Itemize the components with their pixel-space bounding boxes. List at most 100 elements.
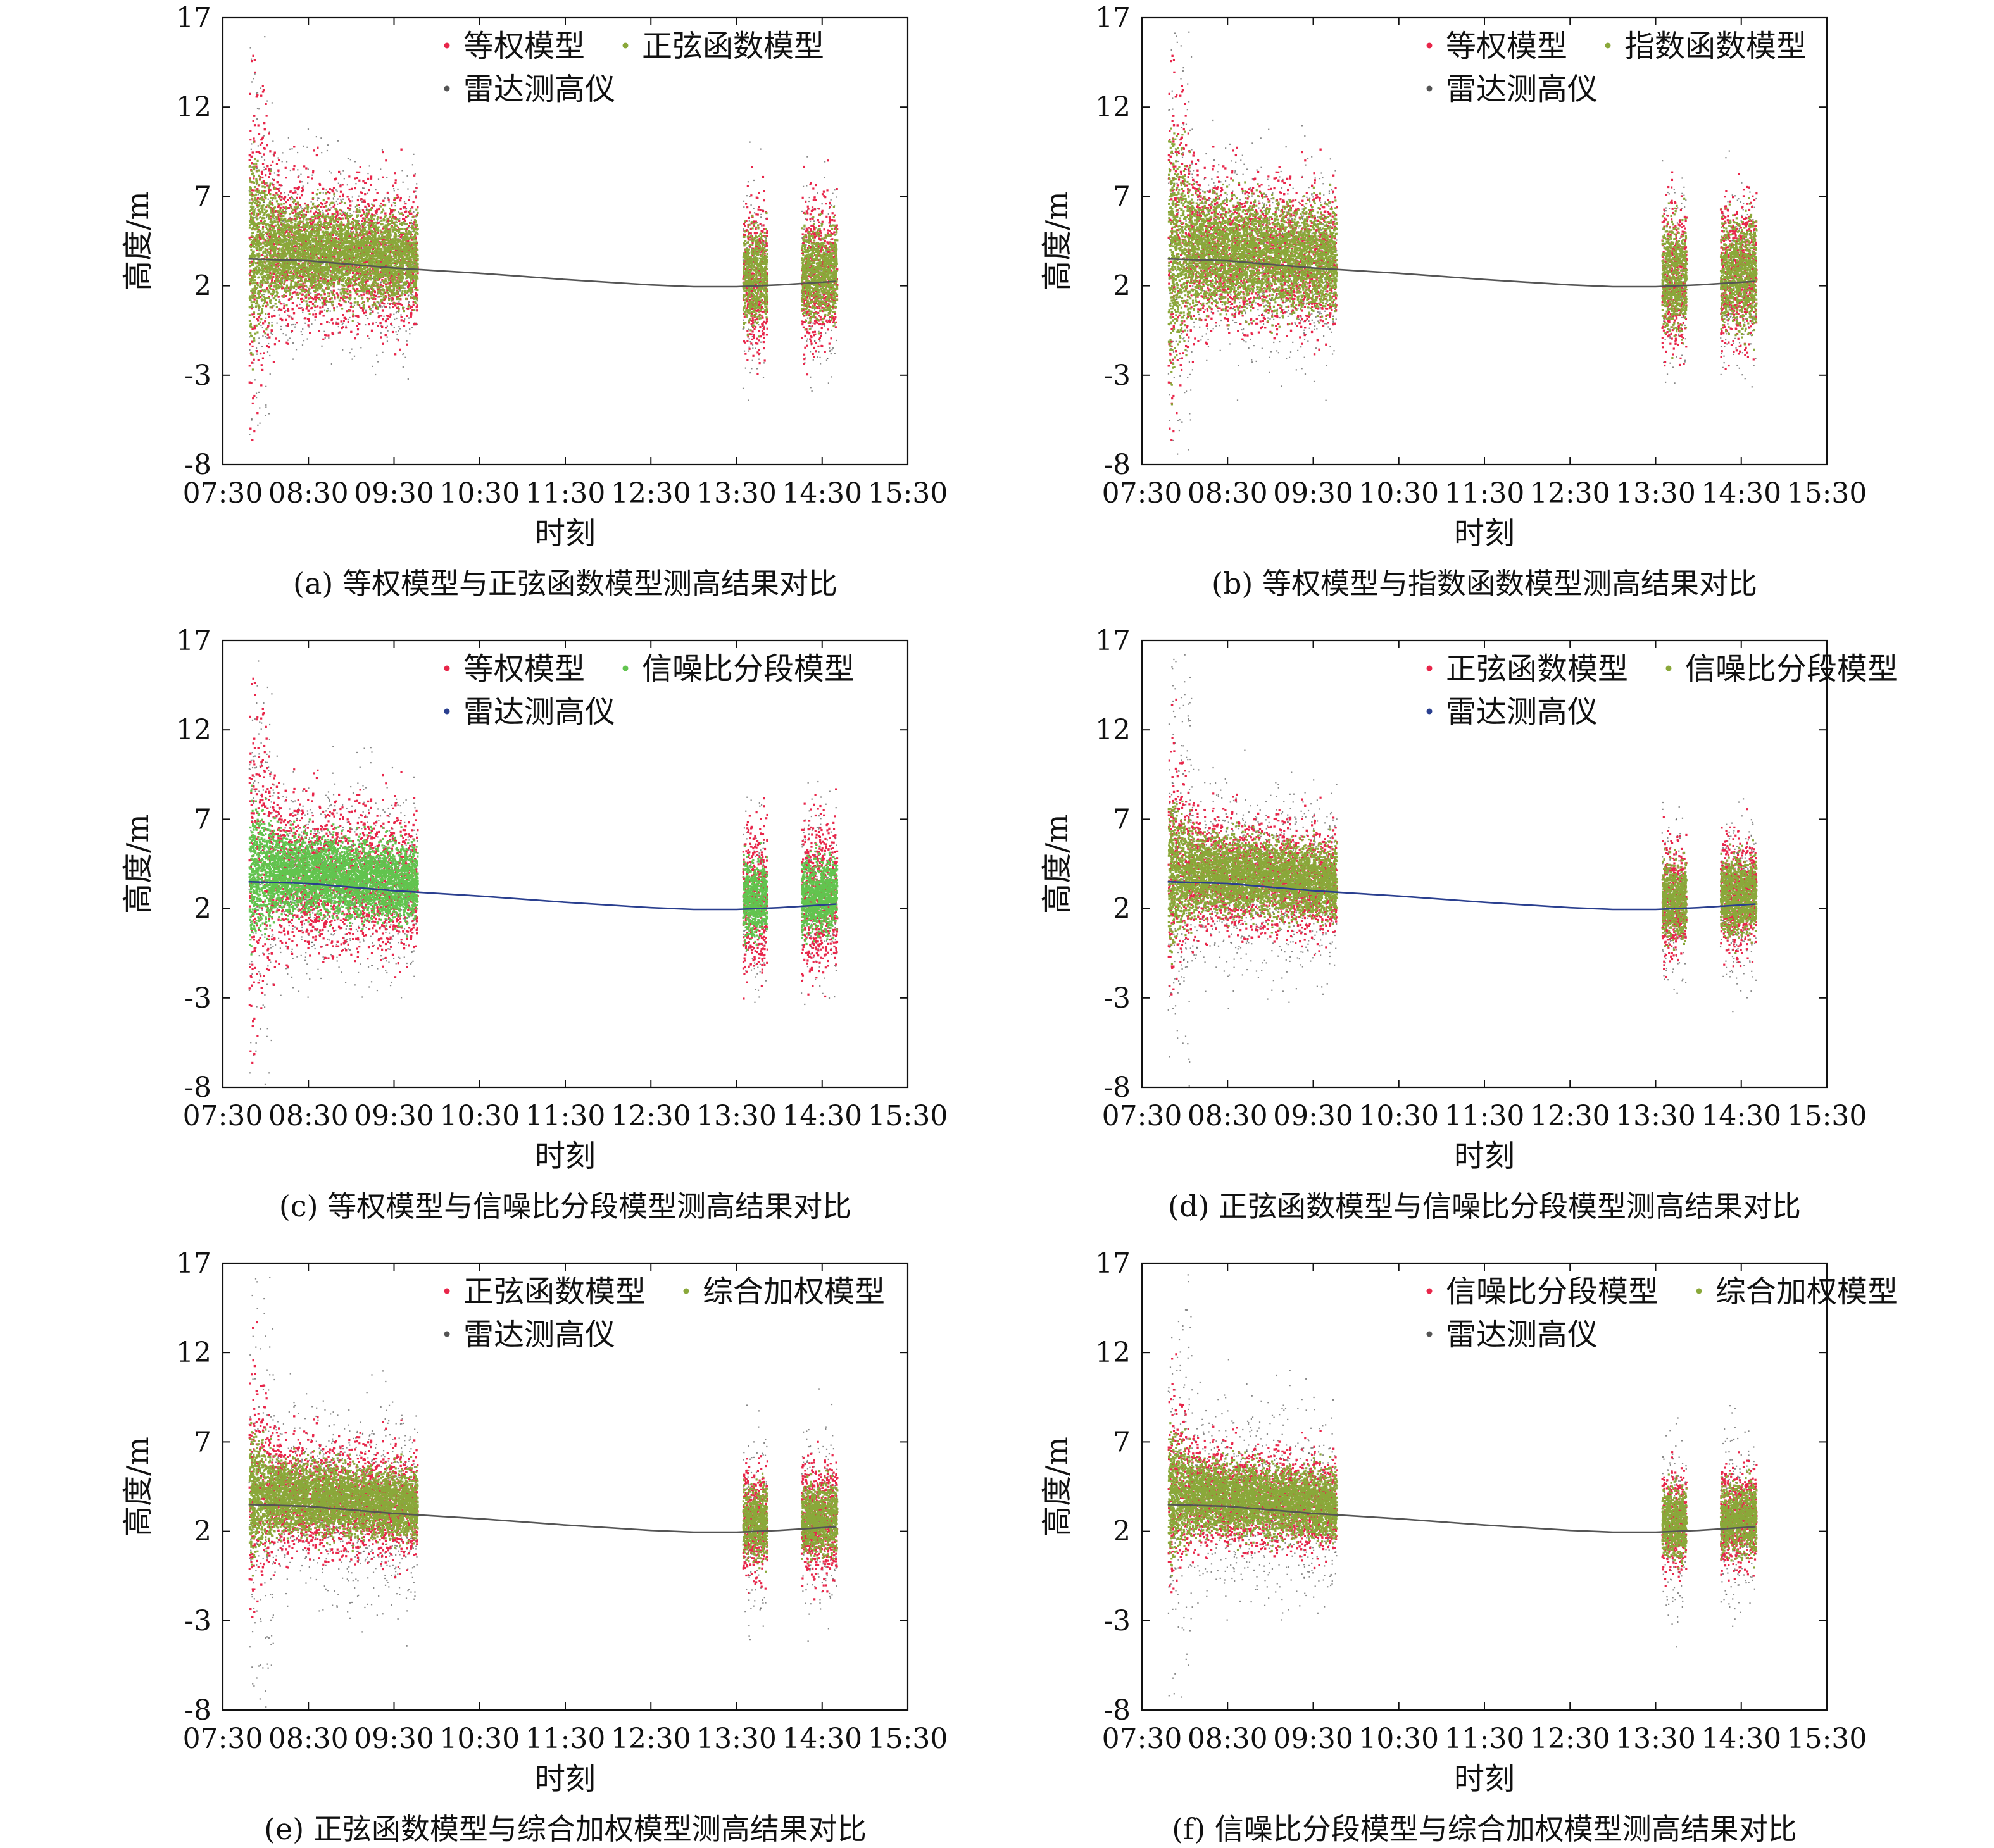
x-axis-label: 时刻 [535,516,596,551]
data-point [344,317,346,319]
radar-point [289,337,291,339]
data-point [331,332,333,334]
data-point [322,311,323,313]
data-point [410,313,412,315]
radar-point [337,306,338,307]
radar-point [288,137,289,139]
data-point [398,339,399,341]
data-point [765,322,767,324]
data-point [281,319,283,321]
radar-point [282,161,283,162]
data-point [348,175,350,177]
radar-point [335,322,337,323]
radar-point [404,287,406,289]
data-point [331,189,333,191]
radar-point [817,192,818,194]
data-point [743,223,745,225]
radar-point [302,312,303,313]
data-point [379,322,381,324]
data-point [752,355,754,357]
data-point [251,156,253,158]
data-point [385,334,387,336]
radar-point [400,314,401,315]
data-point [753,337,755,339]
radar-point [363,187,365,189]
radar-point [284,192,285,193]
radar-point [368,338,370,339]
radar-point [295,324,296,325]
data-point [312,303,314,305]
radar-point [398,330,399,332]
radar-point [262,327,263,328]
radar-point [749,372,751,373]
data-point [385,306,387,308]
radar-point [340,199,341,200]
radar-point [271,322,272,323]
data-point [340,297,342,299]
data-point [341,184,343,185]
data-point [273,154,275,156]
data-point [406,344,408,346]
data-point [756,318,758,320]
radar-point [307,338,308,339]
data-point [308,320,310,322]
data-point [391,204,392,206]
radar-point [301,208,303,209]
radar-point [280,329,282,330]
data-point [249,154,251,156]
radar-point [404,357,406,358]
radar-point [745,368,746,369]
radar-point [321,346,322,347]
radar-point [272,140,273,142]
data-point [760,230,762,232]
data-point [315,211,317,213]
data-point [343,320,345,322]
data-point [256,96,258,97]
data-point [323,293,325,295]
data-point [260,95,262,97]
radar-point [824,177,825,178]
data-point [357,333,359,335]
x-tick-label: 10:30 [439,477,520,509]
radar-point [377,312,379,313]
radar-point [753,180,755,181]
radar-point [378,303,379,304]
data-point [339,185,341,187]
data-point [760,223,762,225]
data-point [313,298,315,300]
radar-point [274,172,275,173]
data-point [258,359,260,361]
data-point [347,207,349,209]
radar-point [805,244,806,246]
data-point [294,291,296,293]
data-point [290,190,292,192]
radar-point [386,177,387,178]
data-point [278,218,280,220]
radar-point [406,330,407,332]
x-tick-label: 09:30 [354,477,434,509]
radar-point [803,186,804,187]
radar-point [337,191,338,192]
radar-point [330,310,331,311]
data-point [415,295,417,297]
data-point [352,315,354,317]
radar-point [331,172,332,173]
data-point [251,313,253,315]
data-point [315,313,317,315]
radar-point [375,322,377,323]
data-point [751,166,753,168]
data-point [392,331,394,333]
data-point [399,199,401,201]
radar-point [743,259,744,261]
data-point [746,330,748,332]
radar-point [744,351,745,352]
data-point [758,206,760,208]
radar-point [268,413,270,414]
data-point [367,335,368,337]
data-point [271,329,273,331]
data-point [266,301,268,303]
data-point [370,184,372,186]
data-point [299,308,301,309]
radar-point [290,199,291,200]
radar-point [296,349,297,350]
